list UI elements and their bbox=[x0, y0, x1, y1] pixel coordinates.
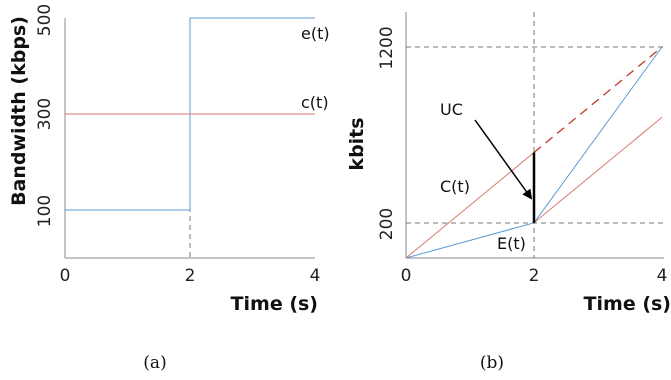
chart-b-xtick-0: 0 bbox=[401, 266, 412, 286]
chart-b-xtick-4: 4 bbox=[657, 266, 668, 286]
chart-a-ytick-300: 300 bbox=[35, 98, 55, 130]
chart-a-xtick-4: 4 bbox=[310, 266, 321, 286]
caption-a: (a) bbox=[143, 353, 166, 373]
chart-b-xtick-2: 2 bbox=[529, 266, 540, 286]
chart-a-xtick-2: 2 bbox=[185, 266, 196, 286]
chart-b-label-E: E(t) bbox=[497, 234, 526, 253]
caption-b: (b) bbox=[480, 353, 504, 373]
chart-b-label-C: C(t) bbox=[440, 177, 470, 196]
chart-a-label-c: c(t) bbox=[301, 93, 329, 112]
chart-b-series-C-shifted bbox=[533, 116, 663, 224]
chart-b: 200 1200 0 2 4 Time (s) kbits UC C(t) E(… bbox=[346, 12, 671, 315]
chart-a-label-e: e(t) bbox=[301, 24, 330, 43]
chart-a-xlabel: Time (s) bbox=[231, 293, 318, 315]
chart-a-ylabel: Bandwidth (kbps) bbox=[8, 16, 30, 206]
chart-b-ylabel: kbits bbox=[346, 117, 368, 170]
chart-b-series-C-projection bbox=[533, 46, 663, 154]
chart-b-uc-arrow bbox=[474, 119, 533, 200]
chart-a: 100 300 500 0 2 4 Time (s) Bandwidth (kb… bbox=[8, 4, 330, 315]
chart-b-series-C bbox=[405, 152, 535, 259]
chart-b-ytick-1200: 1200 bbox=[377, 26, 397, 69]
chart-a-ytick-100: 100 bbox=[35, 195, 55, 227]
chart-a-ytick-500: 500 bbox=[35, 4, 55, 36]
chart-b-ytick-200: 200 bbox=[377, 208, 397, 240]
chart-b-xlabel: Time (s) bbox=[584, 293, 671, 315]
chart-b-annotation-uc: UC bbox=[440, 100, 463, 119]
chart-a-xtick-0: 0 bbox=[60, 266, 71, 286]
